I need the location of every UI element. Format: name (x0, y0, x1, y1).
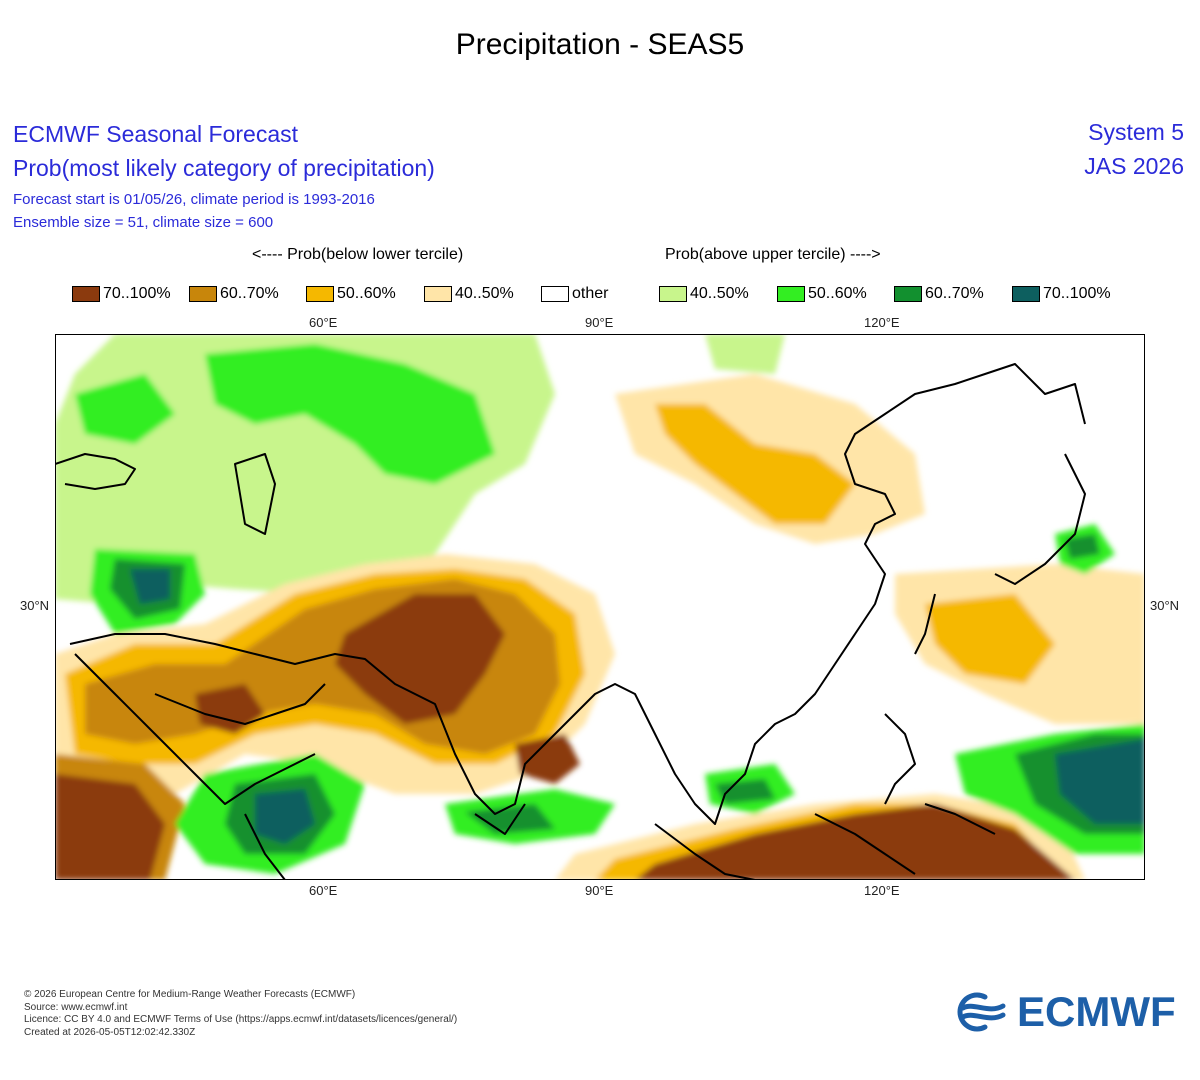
legend-item-above-40-50: 40..50% (659, 284, 749, 304)
legend-label: 60..70% (220, 285, 279, 302)
bottom-tick-90e: 90°E (585, 883, 614, 898)
legend-above-header: Prob(above upper tercile) ----> (665, 246, 881, 263)
footer: © 2026 European Centre for Medium-Range … (24, 989, 457, 1039)
legend-item-below-40-50: 40..50% (424, 284, 514, 304)
ecmwf-logo-text: ECMWF (1017, 988, 1176, 1035)
system-label: System 5 (1088, 119, 1184, 145)
coastline (474, 803, 526, 835)
legend-swatch (72, 286, 100, 302)
coastline (244, 813, 286, 880)
teal-region (130, 569, 170, 604)
bottom-tick-60e: 60°E (309, 883, 338, 898)
ecmwf-logo-icon (957, 992, 1006, 1032)
legend-item-other: other (541, 284, 608, 304)
legend-item-below-70-100: 70..100% (72, 284, 171, 304)
dark-green-region (715, 779, 775, 804)
legend-label: 50..60% (808, 285, 867, 302)
coastline (55, 453, 136, 490)
legend-item-above-60-70: 60..70% (894, 284, 984, 304)
coastline (154, 683, 326, 725)
brown-region (335, 594, 505, 724)
right-tick-30n: 30°N (1150, 598, 1180, 613)
legend-label: 70..100% (1043, 285, 1111, 302)
legend-label: 60..70% (925, 285, 984, 302)
legend-swatch (894, 286, 922, 302)
precipitation-map (55, 334, 1145, 880)
ensemble-size-text: Ensemble size = 51, climate size = 600 (13, 214, 274, 231)
green-region (205, 344, 495, 484)
brown-region (195, 684, 265, 734)
legend-swatch (306, 286, 334, 302)
source-text: Source: www.ecmwf.int (24, 1001, 128, 1013)
coastline (814, 813, 916, 875)
left-tick-30n: 30°N (20, 598, 50, 613)
yellow-region (925, 594, 1055, 684)
legend-label: 70..100% (103, 285, 171, 302)
legend-swatch (541, 286, 569, 302)
legend-swatch (659, 286, 687, 302)
legend-item-below-60-70: 60..70% (189, 284, 279, 304)
coastline (654, 823, 756, 880)
top-tick-120e: 120°E (864, 315, 900, 330)
coastline (884, 713, 916, 805)
dark-green-region (465, 804, 555, 834)
licence-text: Licence: CC BY 4.0 and ECMWF Terms of Us… (24, 1014, 458, 1025)
coastline (74, 653, 316, 805)
legend-swatch (1012, 286, 1040, 302)
yellow-region (655, 404, 855, 524)
ecmwf-logo: ECMWF (955, 987, 1180, 1037)
forecast-title: ECMWF Seasonal Forecast (13, 121, 299, 147)
legend-label: other (572, 285, 609, 302)
forecast-start-text: Forecast start is 01/05/26, climate peri… (13, 191, 375, 208)
legend-item-above-70-100: 70..100% (1012, 284, 1111, 304)
legend-swatch (424, 286, 452, 302)
light-green-region (705, 334, 785, 374)
legend-swatch (189, 286, 217, 302)
coastline (914, 593, 936, 655)
copyright-text: © 2026 European Centre for Medium-Range … (24, 989, 356, 1000)
coastline (69, 363, 1086, 825)
legend-item-below-50-60: 50..60% (306, 284, 396, 304)
teal-region (1055, 739, 1145, 824)
legend-label: 40..50% (455, 285, 514, 302)
dark-green-region (1065, 534, 1100, 559)
bottom-tick-120e: 120°E (864, 883, 900, 898)
coastlines (55, 363, 1086, 880)
legend-item-above-50-60: 50..60% (777, 284, 867, 304)
green-region (75, 374, 175, 444)
forecast-subtitle: Prob(most likely category of precipitati… (13, 155, 435, 181)
legend-swatch (777, 286, 805, 302)
top-tick-90e: 90°E (585, 315, 614, 330)
brown-region (55, 774, 165, 880)
legend-below-header: <---- Prob(below lower tercile) (252, 246, 464, 263)
coastline (234, 453, 276, 535)
legend-label: 50..60% (337, 285, 396, 302)
brown-region (635, 804, 1075, 880)
teal-region (255, 789, 315, 844)
coastline (924, 803, 996, 835)
period-label: JAS 2026 (1084, 153, 1184, 179)
created-text: Created at 2026-05-05T12:02:42.330Z (24, 1026, 196, 1038)
page-title: Precipitation - SEAS5 (455, 28, 745, 61)
brown-region (515, 734, 580, 784)
top-tick-60e: 60°E (309, 315, 338, 330)
legend-label: 40..50% (690, 285, 749, 302)
coastline (994, 453, 1086, 585)
